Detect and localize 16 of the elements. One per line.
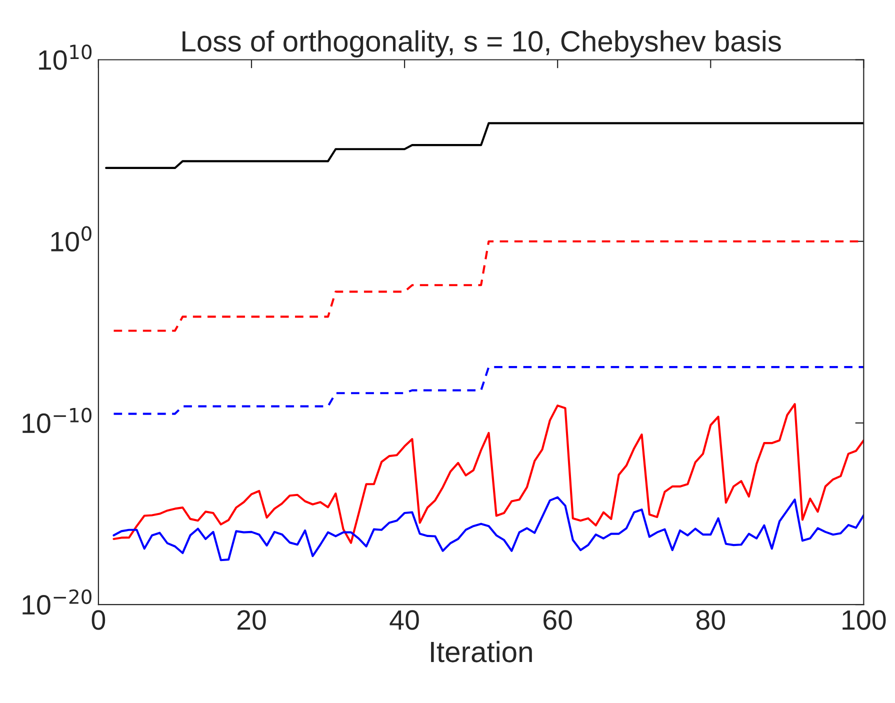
line-series [112, 366, 864, 415]
y-tick-label: 10$^{10}$ [39, 44, 92, 70]
line-series [112, 403, 864, 544]
x-tick-label: 60 [544, 610, 572, 630]
y-tick-label: 10$^{−20}$ [22, 589, 92, 615]
x-tick-label: 20 [237, 610, 266, 630]
line-series [112, 496, 864, 562]
x-tick-label: 80 [696, 610, 725, 630]
x-tick-label: 100 [842, 610, 886, 630]
x-tick-label: 40 [390, 610, 419, 630]
y-tick-label: 10$^{0}$ [51, 226, 92, 252]
x-tick-label: 0 [92, 610, 106, 630]
y-tick-label: 10$^{−10}$ [22, 408, 92, 434]
line-series [105, 122, 864, 170]
chart-title: Loss of orthogonality, s = 10, Chebyshev basis [182, 30, 781, 58]
x-axis-title: Iteration [431, 640, 532, 662]
